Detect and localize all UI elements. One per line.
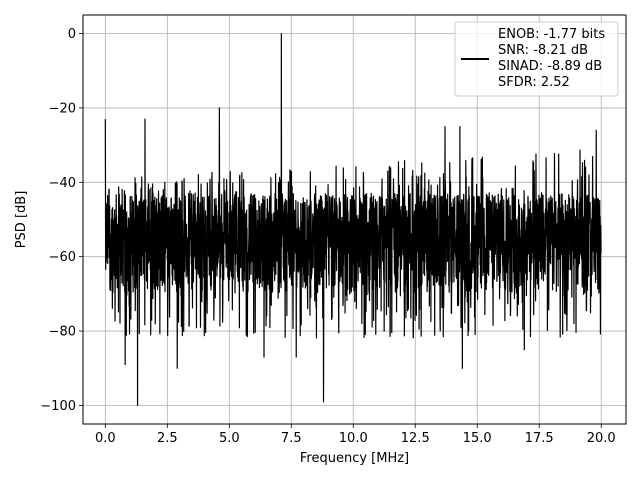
x-tick-label: 12.5: [401, 431, 430, 446]
x-axis-ticks: 0.0 2.5 5.0 7.5 10.0 12.5 15.0 17.5 20.0: [95, 424, 616, 446]
y-tick-label: −20: [49, 101, 76, 116]
y-tick-label: 0: [68, 27, 76, 42]
legend-text-sfdr: SFDR: 2.52: [498, 75, 570, 90]
y-axis-ticks: 0 −20 −40 −60 −80 −100: [40, 27, 83, 414]
x-axis-label: Frequency [MHz]: [300, 451, 409, 466]
y-tick-label: −40: [49, 176, 76, 191]
y-axis-label: PSD [dB]: [14, 191, 29, 249]
y-tick-label: −60: [49, 250, 76, 265]
x-tick-label: 7.5: [281, 431, 302, 446]
x-tick-label: 2.5: [157, 431, 178, 446]
x-tick-label: 15.0: [463, 431, 492, 446]
psd-line: [104, 32, 602, 407]
x-tick-label: 10.0: [339, 431, 368, 446]
x-tick-label: 5.0: [219, 431, 240, 446]
x-tick-label: 0.0: [95, 431, 116, 446]
x-tick-label: 17.5: [525, 431, 554, 446]
legend-text-snr: SNR: -8.21 dB: [498, 43, 588, 58]
legend-text-enob: ENOB: -1.77 bits: [498, 27, 605, 42]
y-tick-label: −100: [40, 399, 76, 414]
x-tick-label: 20.0: [587, 431, 616, 446]
legend-text-sinad: SINAD: -8.89 dB: [498, 59, 602, 74]
legend: ENOB: -1.77 bits SNR: -8.21 dB SINAD: -8…: [454, 21, 619, 97]
plot-frame: [82, 14, 627, 425]
y-tick-label: −80: [49, 325, 76, 340]
psd-series: [104, 32, 602, 407]
legend-box: [454, 21, 619, 97]
